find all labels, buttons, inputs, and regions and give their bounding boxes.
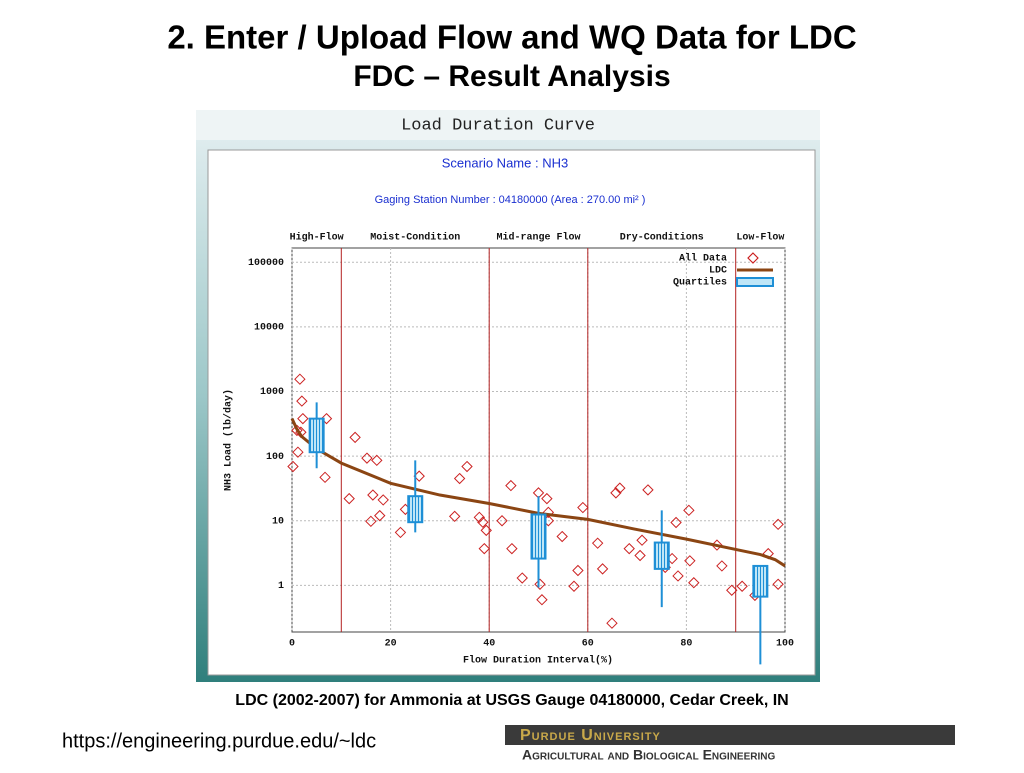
- y-tick-label: 100000: [248, 258, 284, 269]
- legend-swatch: [747, 252, 759, 264]
- x-tick-label: 100: [776, 639, 794, 650]
- data-point: [473, 511, 486, 524]
- slide-title: 2. Enter / Upload Flow and WQ Data for L…: [167, 19, 856, 56]
- data-point: [516, 572, 528, 584]
- data-point: [577, 501, 589, 514]
- chart-header: [196, 110, 820, 140]
- data-point: [367, 489, 379, 501]
- data-point: [683, 504, 695, 517]
- slide-title: FDC – Result Analysis: [353, 60, 670, 93]
- x-tick-label: 0: [289, 639, 295, 650]
- data-point: [477, 516, 489, 528]
- data-point: [716, 560, 728, 572]
- quartile-box: [752, 564, 769, 598]
- x-axis-label: Flow Duration Interval(%): [463, 655, 613, 667]
- data-point: [634, 549, 646, 562]
- data-point: [772, 578, 784, 590]
- data-point: [591, 537, 604, 549]
- data-point: [291, 424, 303, 437]
- data-point: [394, 526, 407, 539]
- data-point: [636, 534, 648, 546]
- data-point: [542, 506, 555, 519]
- y-tick-label: 10: [272, 516, 284, 527]
- data-point: [688, 577, 700, 589]
- data-point: [320, 412, 333, 425]
- chart-title: Load Duration Curve: [401, 116, 595, 135]
- legend-swatch: [736, 277, 774, 287]
- data-point: [642, 484, 654, 496]
- data-point: [371, 454, 383, 467]
- x-tick-label: 20: [385, 639, 397, 650]
- data-point: [480, 524, 492, 537]
- data-point: [496, 515, 508, 527]
- data-point: [505, 479, 517, 492]
- zone-label: Low-Flow: [736, 232, 784, 244]
- legend-label: All Data: [679, 253, 727, 265]
- data-point: [448, 510, 461, 523]
- x-tick-label: 80: [680, 639, 692, 650]
- chart-subtitle: Scenario Name : NH3: [442, 155, 568, 170]
- data-point: [672, 570, 684, 582]
- quartile-box: [407, 495, 424, 524]
- y-tick-label: 1000: [260, 387, 284, 398]
- data-point: [772, 518, 784, 531]
- x-tick-label: 40: [483, 639, 495, 650]
- data-point: [365, 515, 377, 528]
- data-point: [292, 446, 304, 458]
- quartile-box: [653, 541, 670, 570]
- data-point: [297, 412, 309, 425]
- zone-label: High-Flow: [290, 232, 344, 244]
- legend-label: Quartiles: [673, 277, 727, 289]
- logo-text: Purdue University: [520, 727, 661, 744]
- logo-bar: [505, 725, 955, 745]
- data-point: [623, 542, 635, 555]
- data-point: [614, 482, 626, 494]
- data-point: [453, 472, 466, 485]
- data-point: [377, 494, 389, 506]
- data-point: [572, 564, 584, 577]
- data-point: [596, 563, 609, 575]
- data-point: [670, 516, 682, 529]
- data-point: [287, 460, 299, 473]
- data-point: [684, 555, 696, 567]
- y-tick-label: 100: [266, 452, 284, 463]
- data-point: [568, 580, 580, 592]
- data-point: [478, 542, 490, 555]
- y-tick-label: 10000: [254, 322, 284, 333]
- data-point: [374, 509, 386, 522]
- chart-subtitle: Gaging Station Number : 04180000 (Area :…: [375, 194, 646, 206]
- y-axis-label: NH3 Load (lb/day): [223, 389, 235, 491]
- data-point: [296, 395, 308, 407]
- x-tick-label: 60: [582, 639, 594, 650]
- data-point: [461, 460, 473, 473]
- data-point: [556, 530, 568, 543]
- data-point: [534, 578, 546, 590]
- quartile-box: [308, 417, 325, 454]
- zone-label: Dry-Conditions: [620, 232, 704, 244]
- url: https://engineering.purdue.edu/~ldc: [62, 730, 376, 752]
- caption: LDC (2002-2007) for Ammonia at USGS Gaug…: [235, 692, 788, 709]
- data-point: [736, 580, 748, 592]
- data-point: [536, 594, 548, 606]
- data-point: [343, 492, 355, 505]
- quartile-box: [530, 513, 547, 560]
- data-point: [294, 373, 306, 385]
- y-tick-label: 1: [278, 581, 284, 592]
- data-point: [606, 617, 618, 629]
- data-point: [349, 431, 361, 444]
- logo-text: Agricultural and Biological Engineering: [522, 747, 775, 763]
- zone-label: Moist-Condition: [370, 232, 460, 244]
- data-point: [726, 584, 738, 596]
- data-point: [610, 487, 622, 499]
- zone-label: Mid-range Flow: [496, 232, 580, 244]
- legend-label: LDC: [709, 266, 727, 277]
- data-point: [361, 452, 373, 464]
- data-point: [541, 492, 553, 505]
- data-point: [319, 471, 331, 484]
- data-point: [506, 542, 518, 555]
